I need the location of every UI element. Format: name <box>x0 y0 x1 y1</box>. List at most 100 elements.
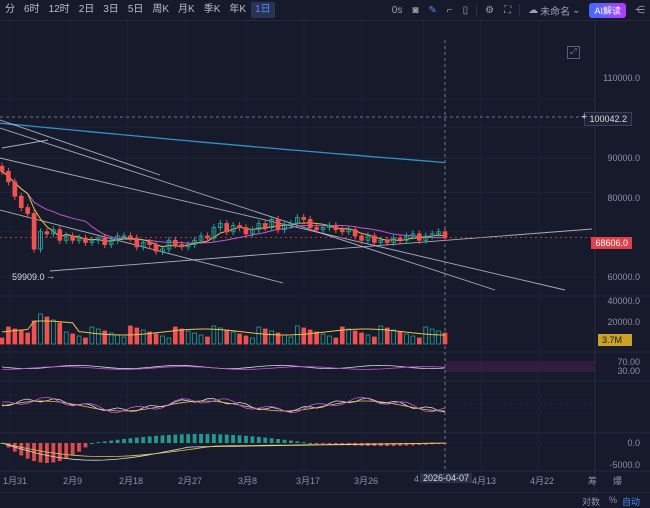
macd-bar <box>410 443 415 446</box>
rsi-signal-line <box>1 366 446 370</box>
x-label-8: 4月13 <box>472 476 497 486</box>
volume-bar <box>256 326 262 345</box>
macd-dea-line <box>1 442 446 458</box>
macd-bar <box>102 441 107 443</box>
log-scale-toggle[interactable]: 对数 <box>582 497 601 507</box>
volume-bar <box>102 330 108 345</box>
tf-year[interactable]: 年K <box>229 4 247 15</box>
expand-icon[interactable]: ⤢ <box>567 46 580 59</box>
candle-down <box>205 235 210 239</box>
tf-12h[interactable]: 12时 <box>48 4 70 15</box>
volume-bar <box>288 336 294 345</box>
trendline <box>1 139 49 149</box>
tf-3d[interactable]: 3日 <box>103 4 119 15</box>
y-label-60000: 60000.0 <box>607 272 640 282</box>
fullscreen-icon[interactable]: ⛶ <box>504 4 512 16</box>
macd-bar <box>269 438 274 443</box>
candle-down <box>44 231 50 235</box>
share-icon[interactable]: ⋲ <box>635 4 645 16</box>
macd-bar <box>301 442 306 444</box>
candle-up <box>295 217 300 224</box>
tf-week[interactable]: 周K <box>152 4 170 15</box>
volume-bar <box>76 335 82 345</box>
candle-up <box>198 235 204 241</box>
candle-up <box>121 235 127 238</box>
pencil-icon[interactable]: ✎ <box>428 4 437 16</box>
candle-up <box>269 219 274 228</box>
macd-bar <box>96 442 101 444</box>
volume-bar <box>217 327 223 345</box>
ai-analysis-button[interactable]: AI解读 <box>589 2 626 18</box>
volume-bar <box>436 330 441 345</box>
volume-bar <box>95 328 101 345</box>
candle-down <box>301 217 307 220</box>
rsi-band <box>446 361 595 372</box>
chevron-down-icon[interactable]: ⌄ <box>572 4 581 16</box>
volume-bar <box>51 319 56 345</box>
volume-bar <box>410 335 416 345</box>
volume-bar <box>198 334 204 345</box>
tf-2d[interactable]: 2日 <box>78 4 95 15</box>
trendline <box>0 119 161 176</box>
candle-down <box>275 219 281 231</box>
macd-bar <box>64 443 69 459</box>
candle-up <box>230 225 236 233</box>
volume-bar <box>275 332 281 345</box>
tf-month[interactable]: 月K <box>178 4 195 15</box>
macd-bar <box>256 436 261 443</box>
ma-short-line <box>1 170 446 248</box>
macd-bar <box>89 443 94 444</box>
volume-bar <box>108 332 114 345</box>
volume-bar <box>423 326 429 345</box>
x-label-4: 3月8 <box>238 476 258 486</box>
volume-bar <box>416 337 422 345</box>
macd-bar <box>288 440 293 443</box>
auto-scale-toggle[interactable]: 自动 <box>622 497 641 507</box>
volume-bar <box>140 329 146 345</box>
ma-long-line <box>0 122 446 164</box>
volume-bar <box>63 331 69 345</box>
tf-6h[interactable]: 6时 <box>24 4 40 15</box>
volume-bar <box>12 328 18 345</box>
candle-down <box>83 237 88 243</box>
macd-bar <box>231 434 236 443</box>
volume-bar <box>134 327 140 345</box>
volume-bar <box>89 326 95 345</box>
volume-bar <box>44 316 50 345</box>
price-chart[interactable] <box>0 21 650 492</box>
macd-bar <box>154 435 159 443</box>
volume-bar <box>346 328 352 345</box>
x-label-6: 3月26 <box>354 476 379 486</box>
volume-bar <box>211 325 217 345</box>
candle-up <box>192 239 197 246</box>
footer-chip-label[interactable]: 筹 <box>588 476 598 486</box>
volume-bar <box>327 335 332 345</box>
gear-icon[interactable]: ⚙ <box>485 4 495 16</box>
volume-bar <box>147 331 152 345</box>
low-price-marker: 59909.0 <box>12 272 45 282</box>
macd-bar <box>167 434 171 443</box>
volume-bar <box>25 332 31 345</box>
candle-up <box>160 248 165 252</box>
toolbar-tools: 0s ◙ ✎ ⌐ ▯ ⚙ ⛶ ☁ 未命名 ⌄ AI解读 ⋲ <box>387 0 650 20</box>
tf-quarter[interactable]: 季K <box>203 4 221 15</box>
candle-down <box>416 233 422 241</box>
layout-icon[interactable]: ▯ <box>462 4 469 16</box>
ma-mid-line <box>1 170 446 244</box>
percent-toggle[interactable]: % <box>609 495 618 505</box>
tf-minute[interactable]: 分 <box>5 4 15 15</box>
volume-bar <box>320 333 326 345</box>
x-label-1: 2月9 <box>63 476 83 486</box>
volume-bar <box>205 336 210 345</box>
tf-5d[interactable]: 5日 <box>127 4 144 15</box>
macd-bar <box>173 434 178 443</box>
footer-burst-label[interactable]: 爆 <box>613 476 623 486</box>
tf-1d[interactable]: 1日 <box>251 2 275 18</box>
unsaved-layout-label[interactable]: 未命名 <box>540 6 571 18</box>
candle-down <box>397 237 403 241</box>
camera-icon[interactable]: ◙ <box>412 4 419 16</box>
volume-bar <box>153 333 159 345</box>
macd-bar <box>128 438 133 443</box>
cloud-icon[interactable]: ☁ <box>528 4 539 16</box>
bracket-icon[interactable]: ⌐ <box>446 4 453 16</box>
